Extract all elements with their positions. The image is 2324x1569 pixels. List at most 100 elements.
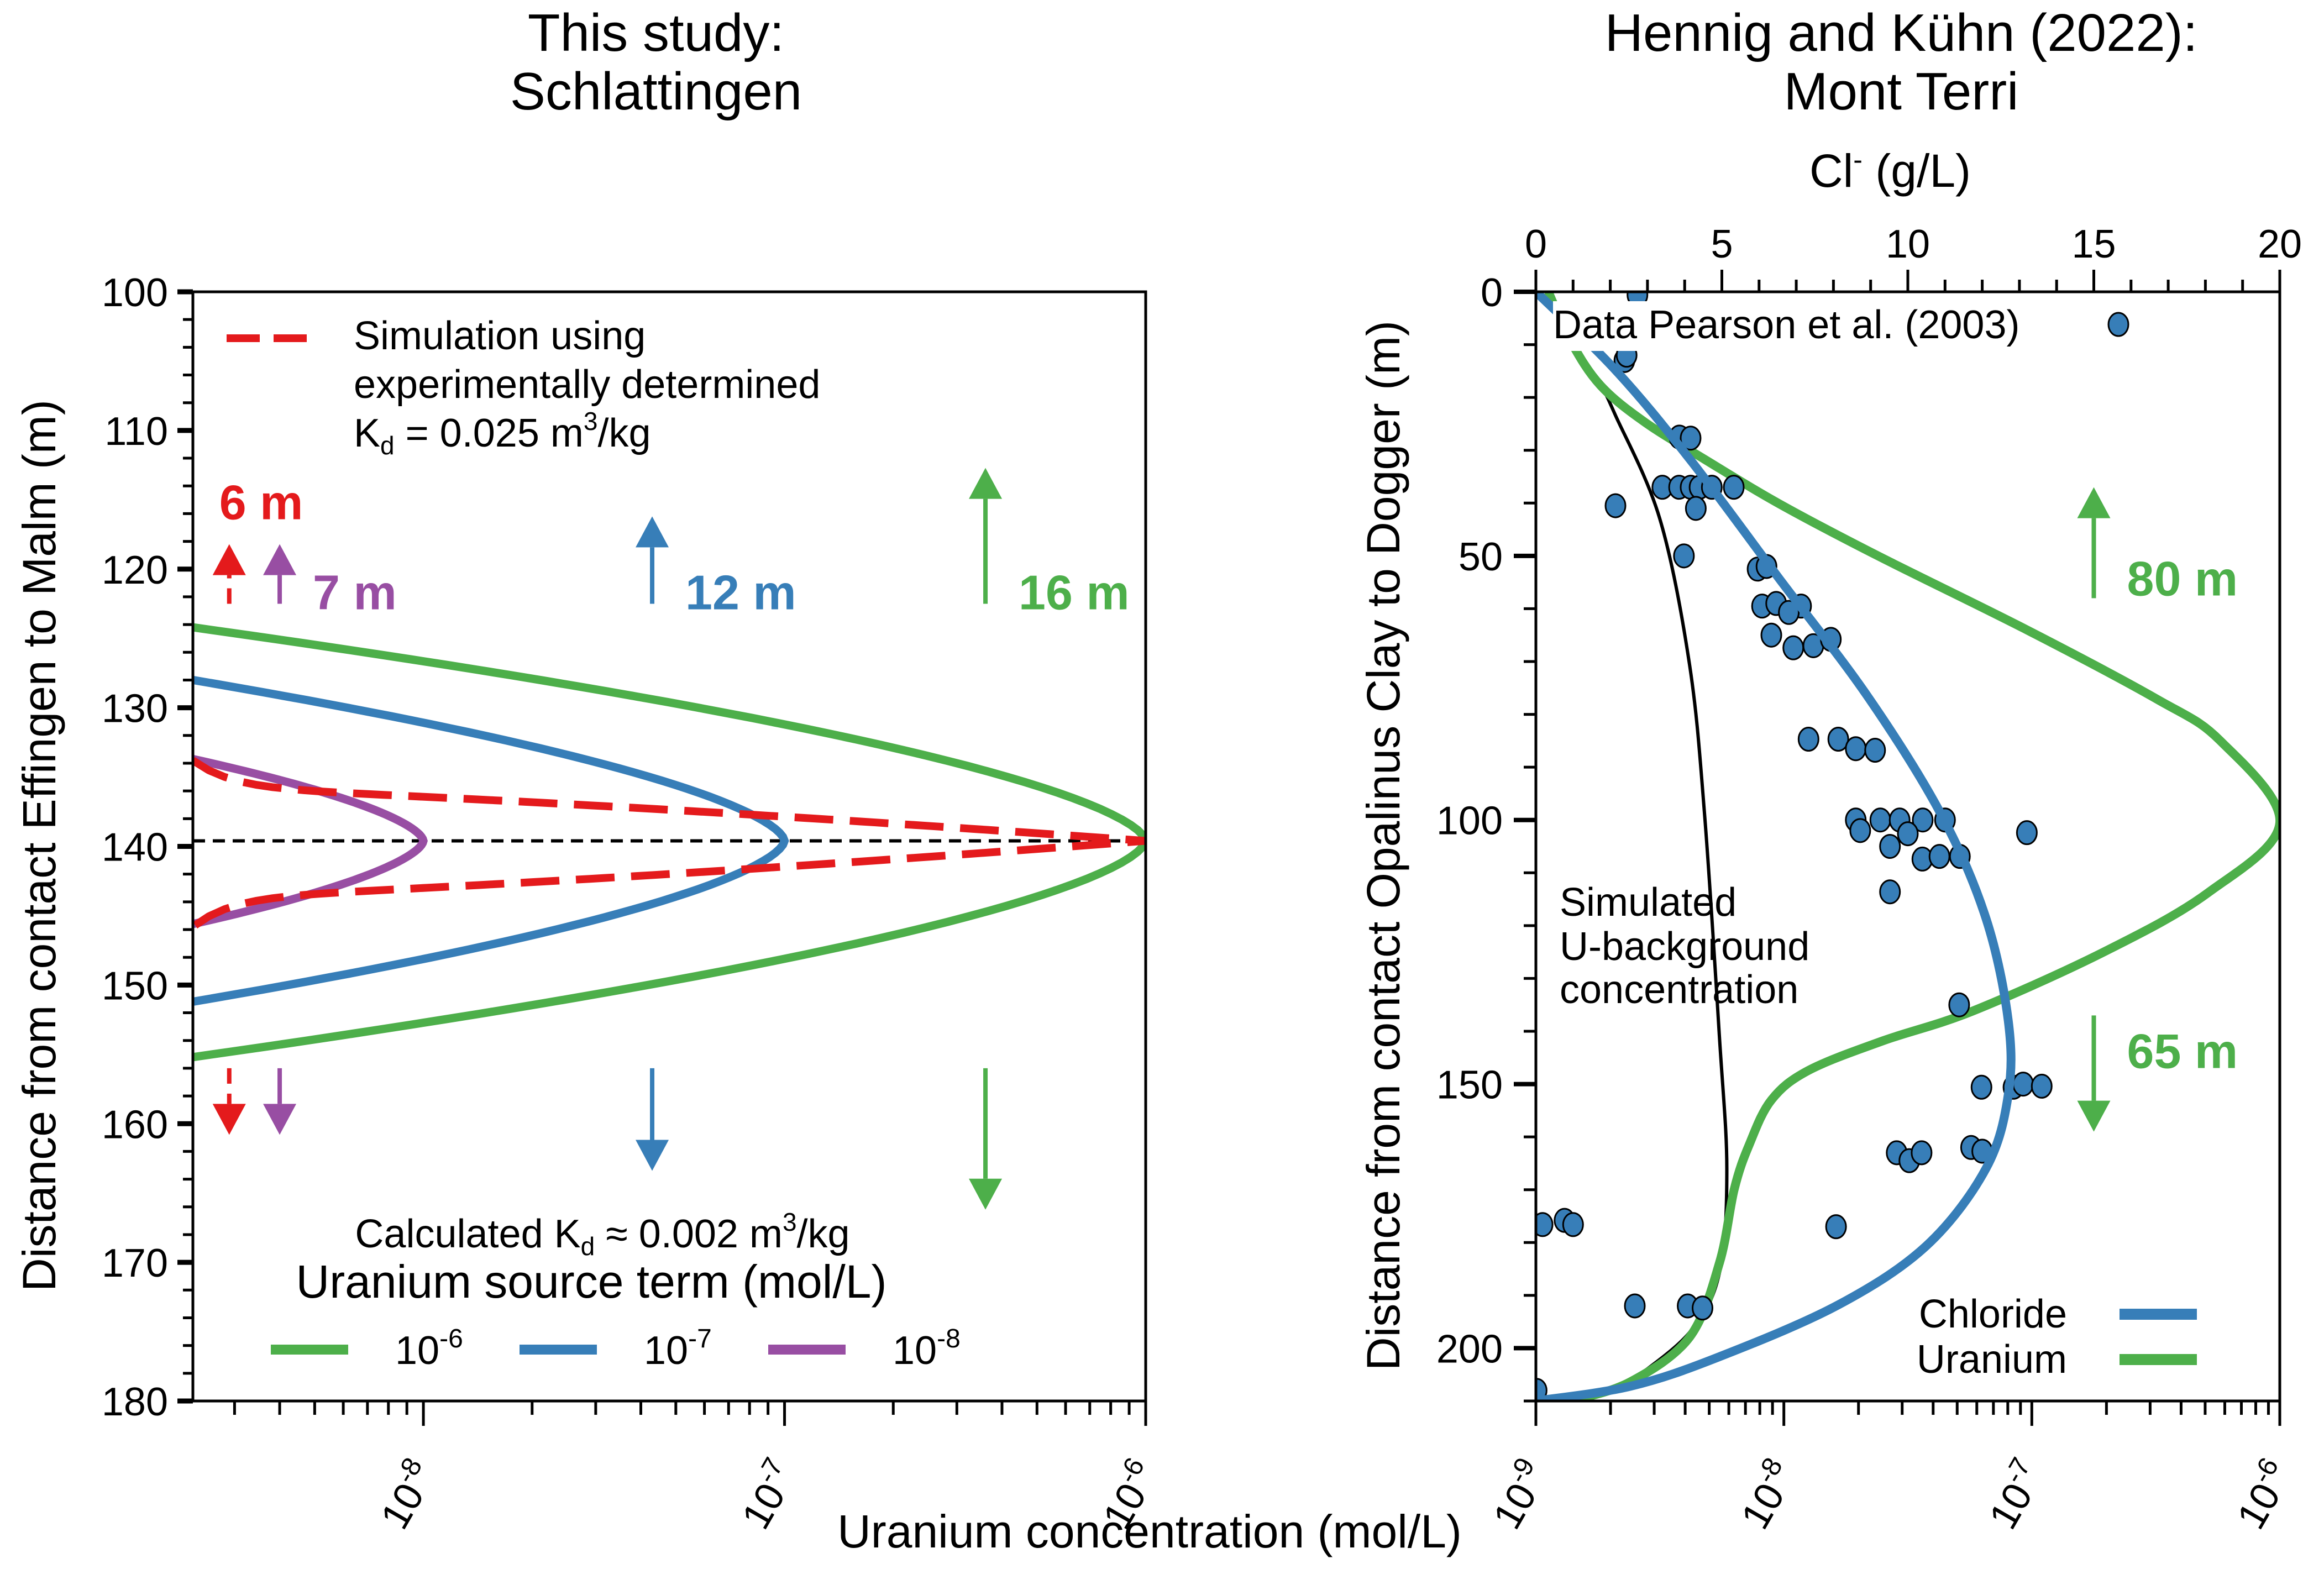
y-tick-label: 170 (102, 1241, 168, 1285)
data-legend-marker (2107, 312, 2129, 337)
data-point (1879, 834, 1901, 859)
y-tick-label: 150 (102, 964, 168, 1008)
up-arrow-7m-head (263, 544, 297, 575)
left-y-ticks: 100 110 120 130 140 150 160 170 180 (102, 271, 193, 1424)
down-arrow-65m-head (2077, 1100, 2111, 1132)
series-line-source-7 (193, 676, 789, 1006)
down-arrow-16m-head (969, 1178, 1003, 1210)
arrow-label: 7 m (313, 565, 397, 620)
y-tick-label: 200 (1436, 1327, 1503, 1371)
x-bottom-tick-label: 10-9 (1481, 1453, 1557, 1537)
uranium-curve (1544, 292, 2280, 1401)
data-point (1604, 493, 1627, 518)
legend-entry-label: 10-7 (644, 1324, 712, 1373)
y-tick-label: 100 (102, 271, 168, 315)
arrow-label: 80 m (2127, 551, 2238, 606)
up-arrow-6m-head (212, 544, 246, 575)
data-point (1869, 807, 1891, 833)
left-arrows: 6 m7 m 12 m 16 m (212, 468, 1130, 1210)
legend-entry-label: 10-8 (893, 1324, 961, 1373)
data-legend-label: Data Pearson et al. (2003) (1553, 303, 2020, 347)
series-line-source-6 (193, 623, 1146, 1062)
right-plot-area (1536, 292, 2280, 1401)
left-legend-experimental: Simulation using experimentally determin… (227, 314, 820, 460)
data-point (1797, 726, 1819, 752)
down-arrow-6m-head (212, 1104, 246, 1135)
x-top-tick-label: 0 (1525, 222, 1547, 266)
arrow-label: 65 m (2127, 1024, 2238, 1078)
x-tick-label: 10-8 (368, 1453, 445, 1537)
x-axis-label: Uranium concentration (mol/L) (837, 1505, 1462, 1557)
x-bottom-tick-label: 10-7 (1976, 1453, 2053, 1537)
source-term-title: Uranium source term (mol/L) (296, 1256, 887, 1308)
data-point (1897, 821, 1919, 847)
data-point (1685, 496, 1707, 521)
right-top-x-ticks: 0 5 10 15 20 (1525, 222, 2302, 292)
y-tick-label: 130 (102, 687, 168, 731)
x-bottom-tick-label: 10-8 (1729, 1453, 1806, 1537)
data-point (1928, 844, 1950, 869)
y-tick-label: 50 (1459, 535, 1503, 579)
left-legend-source-term: Calculated Kd ≈ 0.002 m3/kg Uranium sour… (271, 1208, 961, 1373)
data-point (1692, 1295, 1714, 1321)
annotation-line3: concentration (1560, 968, 1798, 1012)
data-point (1911, 1140, 1933, 1166)
legend-line2: experimentally determined (354, 363, 820, 407)
data-point (1624, 1293, 1646, 1319)
y-tick-label: 160 (102, 1103, 168, 1147)
series-line-source-8 (193, 755, 428, 928)
x-top-tick-label: 20 (2258, 222, 2302, 266)
annotation-line2: U-background (1560, 925, 1809, 969)
data-point (1680, 426, 1702, 451)
right-data-legend: Data Pearson et al. (2003) (1553, 301, 2129, 351)
right-y-axis-label: Distance from contact Opalinus Clay to D… (1357, 321, 1409, 1371)
y-tick-label: 140 (102, 826, 168, 870)
data-point (1849, 818, 1871, 843)
data-point (1782, 635, 1804, 660)
data-point (1879, 879, 1901, 905)
data-point (2012, 1072, 2034, 1097)
y-tick-label: 100 (1436, 799, 1503, 843)
data-point (1912, 807, 1934, 833)
chloride-curve (1536, 292, 2016, 1401)
arrow-label: 6 m (219, 475, 303, 530)
calculated-kd-label: Calculated Kd ≈ 0.002 m3/kg (355, 1208, 849, 1261)
data-point (2016, 820, 2038, 846)
data-point (1778, 600, 1800, 625)
up-arrow-12m-head (636, 516, 669, 548)
up-arrow-16m-head (969, 468, 1003, 499)
right-bottom-x-ticks: 10-9 10-8 10-7 10-6 (1481, 1401, 2289, 1537)
left-panel: This study: Schlattingen 6 m7 m 12 m 16 m … (13, 3, 1462, 1557)
y-tick-label: 120 (102, 548, 168, 592)
data-point (1562, 1212, 1584, 1237)
left-plot-area (193, 623, 1146, 1062)
series-legend-label: Uranium (1917, 1337, 2067, 1382)
arrow-label: 12 m (685, 565, 796, 620)
left-title-line2: Schlattingen (510, 62, 802, 121)
x-top-tick-label: 15 (2071, 222, 2116, 266)
data-point (1536, 1212, 1554, 1237)
data-point (2031, 1073, 2053, 1099)
data-point (1845, 736, 1867, 762)
y-tick-label: 0 (1481, 271, 1503, 315)
data-point (1825, 1214, 1847, 1240)
right-y-ticks: 0 50 100 150 200 (1436, 271, 1536, 1403)
annotation-line1: Simulated (1560, 880, 1737, 925)
up-arrow-80m-head (2077, 487, 2111, 518)
right-annotation: Simulated U-background concentration (1560, 880, 1809, 1012)
data-point (1864, 738, 1886, 763)
down-arrow-7m-head (263, 1104, 297, 1135)
data-point (1760, 622, 1782, 648)
right-axes-frame (1534, 290, 2281, 1403)
data-point (1723, 475, 1745, 500)
right-title-line1: Hennig and Kühn (2022): (1605, 3, 2198, 62)
right-panel: Hennig and Kühn (2022): Mont Terri Cl- (… (1357, 3, 2302, 1536)
data-point (1673, 543, 1695, 569)
data-point (1827, 726, 1849, 752)
right-title-line2: Mont Terri (1783, 62, 2018, 121)
legend-line1: Simulation using (354, 314, 646, 358)
left-title-line1: This study: (528, 3, 784, 62)
right-top-x-axis-label: Cl- (g/L) (1809, 144, 1971, 197)
